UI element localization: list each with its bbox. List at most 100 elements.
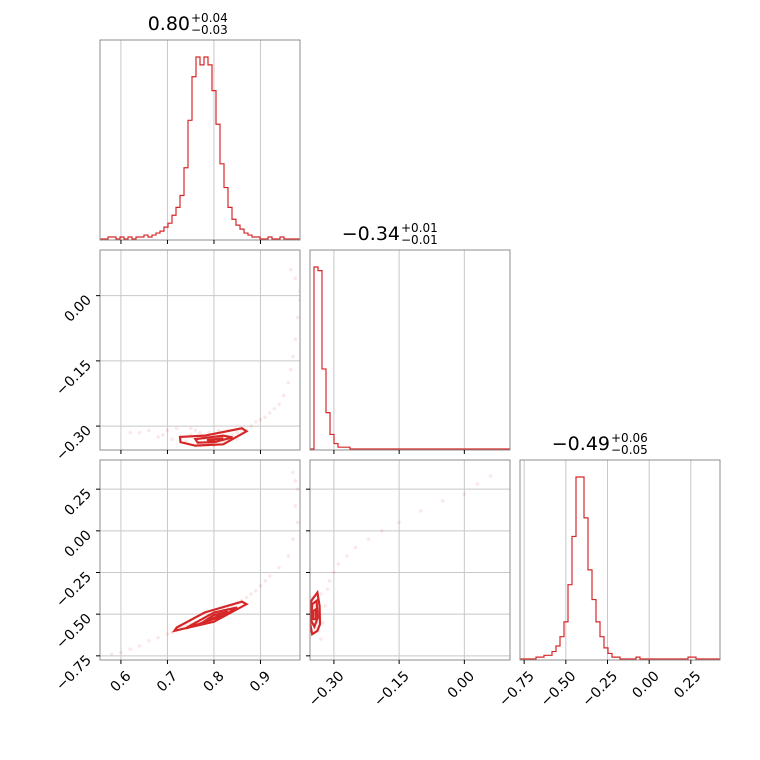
sample-point xyxy=(293,337,298,341)
pair-panel-p0-p2 xyxy=(96,459,301,664)
sample-point xyxy=(193,428,198,433)
sample-point xyxy=(440,499,445,503)
sample-point xyxy=(254,589,258,593)
histogram-panel-p1: −0.34 +0.01−0.01 xyxy=(309,221,511,454)
sample-point xyxy=(249,424,253,428)
sample-point xyxy=(312,604,317,608)
sample-point xyxy=(170,437,174,441)
sample-point xyxy=(267,411,272,415)
sample-point xyxy=(244,595,249,600)
sample-point xyxy=(165,428,170,433)
param-title-minus: −0.01 xyxy=(401,233,438,247)
density-contour xyxy=(199,610,229,626)
sample-point xyxy=(249,592,253,596)
sample-point xyxy=(137,644,142,648)
x-tick-label: 0.7 xyxy=(154,668,181,695)
sample-point xyxy=(293,504,298,508)
sample-point xyxy=(488,474,493,478)
y-tick-label: −0.75 xyxy=(53,652,95,694)
histogram-panel-p2: −0.49 +0.06−0.05 xyxy=(519,431,721,664)
pair-panel-p1-p2 xyxy=(306,459,511,664)
sample-point xyxy=(128,647,133,651)
panel-plot-area xyxy=(109,470,300,656)
sample-point xyxy=(277,565,281,570)
histogram-line xyxy=(100,56,300,240)
panel-frame xyxy=(99,39,301,241)
panel-frame xyxy=(519,459,721,661)
x-tick-label: 0.6 xyxy=(107,668,134,695)
param-title-plus: +0.01 xyxy=(401,221,438,235)
sample-point xyxy=(258,584,263,588)
sample-point xyxy=(295,520,300,525)
sample-point xyxy=(291,470,295,475)
param-title-median: −0.49 xyxy=(552,433,610,455)
sample-point xyxy=(379,529,384,533)
sample-point xyxy=(230,432,235,437)
sample-point xyxy=(366,537,371,541)
sample-point xyxy=(293,479,298,483)
histogram-line xyxy=(310,266,510,450)
panel-frame xyxy=(99,459,301,661)
density-contour xyxy=(310,598,319,630)
sample-point xyxy=(235,430,240,435)
sample-point xyxy=(291,537,295,541)
density-contour xyxy=(206,437,224,443)
sample-point xyxy=(128,430,133,435)
sample-point xyxy=(291,354,295,359)
sample-point xyxy=(263,415,267,420)
x-tick-label: −0.15 xyxy=(371,668,413,710)
sample-point xyxy=(332,570,336,575)
sample-point xyxy=(198,430,202,435)
sample-point xyxy=(475,482,480,486)
sample-point xyxy=(319,637,323,641)
y-tick-label: −0.50 xyxy=(53,611,95,653)
sample-point xyxy=(119,650,123,655)
histogram-panel-p0: 0.80 +0.04−0.03 xyxy=(99,11,301,244)
density-contour xyxy=(311,607,318,621)
sample-point xyxy=(327,579,332,583)
sample-point xyxy=(353,545,358,550)
sample-point xyxy=(109,652,114,656)
param-title-minus: −0.05 xyxy=(611,443,648,457)
pair-panel-p0-p1 xyxy=(96,249,301,454)
sample-point xyxy=(397,520,401,525)
y-tick-label: 0.25 xyxy=(61,486,94,519)
sample-point xyxy=(258,417,263,422)
sample-point xyxy=(321,620,325,625)
sample-point xyxy=(295,487,300,491)
panel-frame xyxy=(99,249,301,451)
panel-frame xyxy=(309,459,511,661)
panel-plot-area xyxy=(310,474,493,641)
x-tick-label: −0.30 xyxy=(306,668,348,710)
sample-point xyxy=(137,430,142,435)
sample-point xyxy=(160,432,165,437)
param-title-median: 0.80 xyxy=(148,13,190,35)
param-title-minus: −0.03 xyxy=(191,23,228,37)
sample-point xyxy=(254,419,258,424)
sample-point xyxy=(323,604,328,608)
histogram-line xyxy=(520,476,720,660)
sample-point xyxy=(156,435,160,439)
sample-point xyxy=(462,492,467,496)
y-tick-label: −0.15 xyxy=(53,357,95,399)
y-tick-label: 0.00 xyxy=(61,527,94,560)
sample-point xyxy=(286,380,291,385)
sample-point xyxy=(263,579,267,583)
density-contour xyxy=(185,606,238,630)
y-tick-label: −0.30 xyxy=(53,423,95,465)
sample-point xyxy=(188,426,193,431)
density-contour xyxy=(171,600,249,633)
x-tick-label: −0.50 xyxy=(538,668,580,710)
sample-point xyxy=(288,367,293,372)
sample-point xyxy=(336,562,341,566)
panel-plot-area xyxy=(128,267,300,448)
x-tick-label: −0.25 xyxy=(579,668,621,710)
sample-point xyxy=(293,276,298,281)
sample-point xyxy=(295,315,300,320)
sample-point xyxy=(267,574,272,578)
sample-point xyxy=(345,554,349,558)
x-tick-label: 0.8 xyxy=(201,668,228,695)
density-contour xyxy=(178,427,249,447)
sample-point xyxy=(286,554,291,558)
sample-point xyxy=(319,592,323,596)
